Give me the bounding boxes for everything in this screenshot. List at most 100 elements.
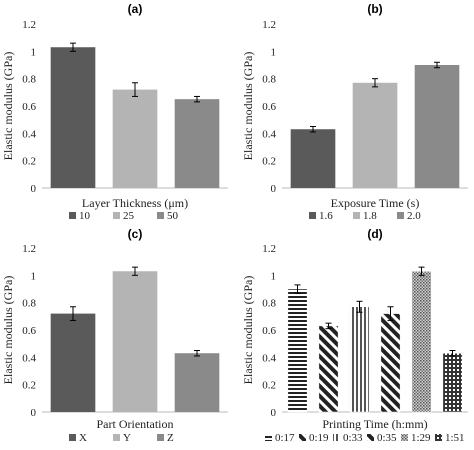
error-bar [310, 126, 316, 133]
legend: X Y Z [69, 432, 174, 444]
error-bar [372, 78, 378, 88]
x-axis-label: Exposure Time (s) [331, 196, 420, 210]
y-tick-label: 0.4 [22, 352, 36, 364]
legend-label: 1.8 [363, 210, 377, 222]
legend-label: Z [167, 432, 174, 444]
x-axis-label: Part Orientation [97, 417, 174, 431]
y-tick-label: 1.2 [262, 243, 276, 255]
y-tick-label: 0.6 [22, 325, 36, 337]
legend-swatch [157, 434, 164, 441]
y-axis-label: Elastic modulus (GPa) [1, 52, 15, 161]
y-tick-label: 1 [271, 270, 277, 282]
legend: 0:17 0:19 0:33 0:35 1:29 1:51 [265, 432, 465, 444]
legend-label: X [79, 432, 87, 444]
y-tick-label: 0.6 [262, 101, 276, 113]
legend-label: 0:17 [275, 432, 295, 444]
bar-Y [112, 271, 158, 412]
error-bar [132, 266, 138, 276]
legend-label: 10 [79, 210, 91, 222]
panel-d: (d) 0 0.2 0.4 0.6 0.8 1 1.2 Elastic modulus (GPa… [241, 227, 468, 444]
error-bar [434, 61, 440, 69]
error-bar [70, 42, 76, 52]
y-tick-label: 1 [31, 270, 37, 282]
bar-1.8 [352, 82, 398, 188]
y-tick-label: 0.2 [262, 156, 276, 168]
y-tick-label: 0.8 [22, 298, 36, 310]
error-bar [194, 95, 200, 103]
legend-swatch [367, 434, 374, 441]
y-tick-label: 0 [31, 183, 37, 195]
legend-swatch [401, 434, 408, 441]
bar-0:35 [380, 313, 401, 413]
y-axis-label: Elastic modulus (GPa) [241, 276, 255, 385]
x-axis-label: Printing Time (h:mm) [322, 417, 427, 431]
y-tick-label: 0.4 [262, 352, 276, 364]
bar-50 [174, 99, 220, 188]
legend-label: Y [123, 432, 131, 444]
y-tick-label: 0.6 [262, 325, 276, 337]
error-bar [325, 322, 332, 330]
y-axis-label: Elastic modulus (GPa) [1, 276, 15, 385]
bar-10 [50, 47, 96, 188]
bar-0:33 [349, 306, 370, 413]
error-bar [194, 350, 200, 357]
y-tick-label: 1.2 [22, 19, 36, 31]
bar-2.0 [414, 65, 460, 188]
y-tick-label: 0 [31, 407, 37, 419]
bar-0:19 [318, 325, 339, 413]
y-tick-label: 0.8 [262, 298, 276, 310]
bar-1.6 [290, 129, 336, 188]
legend: 10 25 50 [69, 210, 179, 222]
error-bar [356, 300, 363, 313]
legend-label: 1:29 [411, 432, 431, 444]
panel-title: (d) [367, 227, 382, 241]
legend-swatch [69, 212, 76, 219]
bar-Z [174, 353, 220, 412]
legend-swatch [353, 212, 360, 219]
panel-title: (b) [367, 2, 382, 16]
y-tick-label: 0.6 [22, 101, 36, 113]
legend-label: 25 [123, 210, 135, 222]
legend-swatch [309, 212, 316, 219]
y-tick-label: 0.8 [262, 74, 276, 86]
legend-label: 0:33 [343, 432, 363, 444]
panel-a: (a) 0 0.2 0.4 0.6 0.8 1 1.2 Elastic modulus (GPa… [1, 2, 228, 222]
y-tick-label: 1.2 [22, 243, 36, 255]
legend-label: 0:35 [377, 432, 397, 444]
error-bar [449, 350, 456, 357]
y-tick-label: 0.2 [22, 380, 36, 392]
legend-swatch [265, 434, 272, 441]
error-bar [132, 82, 138, 97]
legend-label: 1.6 [319, 210, 333, 222]
legend-swatch [113, 212, 120, 219]
y-tick-label: 0.4 [262, 128, 276, 140]
x-axis-label: Layer Thickness (μm) [82, 196, 188, 210]
legend-swatch [435, 434, 442, 441]
legend-swatch [397, 212, 404, 219]
legend-label: 50 [167, 210, 179, 222]
bar-X [50, 313, 96, 412]
panel-b: (b) 0 0.2 0.4 0.6 0.8 1 1.2 Elastic modulus (GPa… [241, 2, 468, 222]
panel-title: (a) [128, 2, 143, 16]
y-tick-label: 0 [271, 407, 277, 419]
legend-swatch [333, 434, 340, 441]
panel-c: (c) 0 0.2 0.4 0.6 0.8 1 1.2 Elastic modulus (GPa… [1, 227, 228, 444]
legend-swatch [157, 212, 164, 219]
y-tick-label: 0.2 [262, 380, 276, 392]
y-tick-label: 0.8 [22, 74, 36, 86]
legend-swatch [113, 434, 120, 441]
y-tick-label: 1 [31, 46, 37, 58]
y-axis-label: Elastic modulus (GPa) [241, 52, 255, 161]
bar-1:51 [442, 352, 463, 413]
legend-label: 2.0 [407, 210, 421, 222]
bar-0:17 [287, 288, 308, 413]
y-tick-label: 0.4 [22, 128, 36, 140]
bar-25 [112, 89, 158, 188]
panel-title: (c) [128, 227, 143, 241]
y-tick-label: 0 [271, 183, 277, 195]
error-bar [70, 306, 76, 321]
legend-swatch [69, 434, 76, 441]
error-bar [418, 266, 425, 276]
legend-label: 1:51 [445, 432, 465, 444]
legend: 1.6 1.8 2.0 [309, 210, 421, 222]
